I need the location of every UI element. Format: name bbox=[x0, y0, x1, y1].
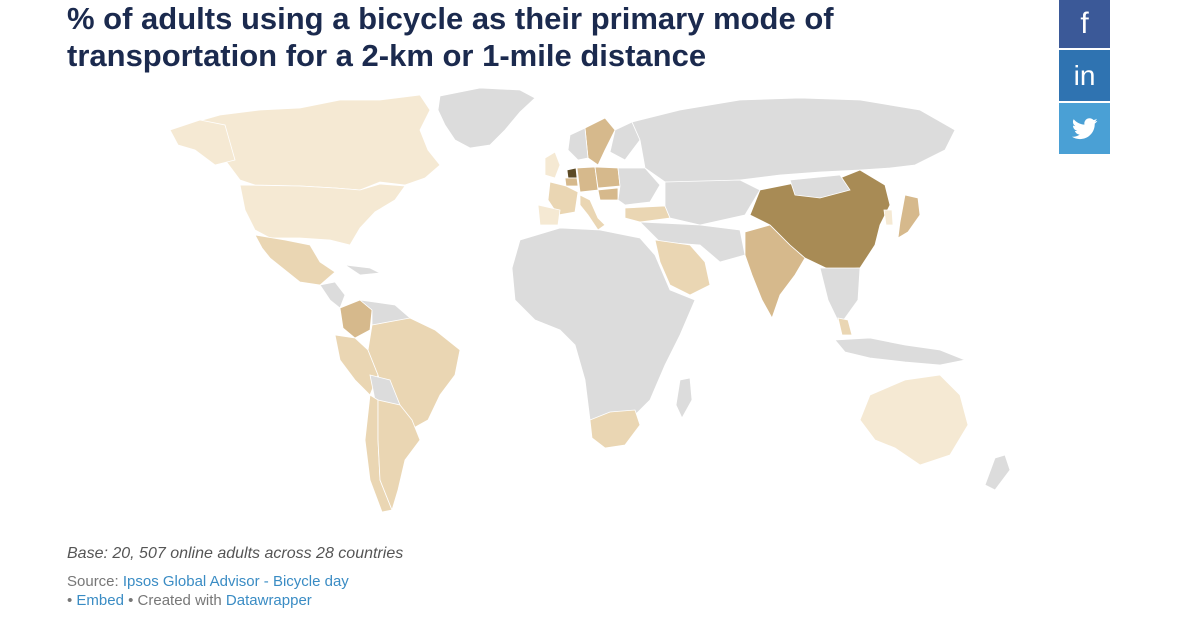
country-usa bbox=[239, 183, 406, 246]
credit-bullet: • bbox=[67, 592, 77, 609]
credit-line: • Embed • Created with Datawrapper bbox=[67, 592, 312, 609]
country-argentina bbox=[377, 399, 421, 512]
world-map bbox=[169, 87, 1011, 513]
linkedin-share-button[interactable]: in bbox=[1059, 50, 1110, 101]
country-mexico bbox=[254, 234, 336, 286]
country-southeast-asia bbox=[819, 267, 861, 326]
country-south-africa bbox=[589, 409, 641, 449]
country-poland bbox=[594, 166, 621, 189]
country-netherlands bbox=[566, 167, 578, 179]
country-indonesia bbox=[834, 337, 967, 366]
country-brazil bbox=[367, 317, 461, 431]
datawrapper-link[interactable]: Datawrapper bbox=[225, 592, 312, 609]
social-share-bar: f in bbox=[1059, 0, 1110, 156]
source-prefix: Source: bbox=[67, 573, 123, 590]
country-germany bbox=[576, 166, 599, 193]
country-turkey bbox=[624, 205, 671, 223]
base-note: Base: 20, 507 online adults across 28 co… bbox=[67, 545, 404, 562]
twitter-icon bbox=[1071, 117, 1098, 139]
country-mongolia bbox=[789, 174, 851, 199]
country-spain bbox=[537, 204, 561, 226]
country-france bbox=[547, 181, 579, 216]
country-russia bbox=[631, 97, 956, 183]
country-africa bbox=[511, 227, 696, 431]
facebook-share-button[interactable]: f bbox=[1059, 0, 1110, 48]
country-central-america bbox=[319, 281, 346, 309]
country-malaysia bbox=[837, 317, 853, 336]
linkedin-icon: in bbox=[1073, 59, 1096, 91]
country-sweden bbox=[584, 117, 616, 166]
source-line: Source: Ipsos Global Advisor - Bicycle d… bbox=[67, 573, 349, 591]
country-italy bbox=[579, 194, 606, 231]
country-china bbox=[749, 169, 891, 271]
facebook-icon: f bbox=[1080, 7, 1089, 40]
country-australia bbox=[859, 374, 969, 466]
country-south-korea bbox=[883, 209, 894, 226]
country-finland bbox=[609, 121, 641, 161]
country-madagascar bbox=[675, 377, 693, 419]
country-eastern-europe bbox=[617, 167, 661, 206]
country-greenland bbox=[437, 87, 536, 149]
embed-link[interactable]: Embed bbox=[76, 592, 124, 609]
country-saudi-arabia bbox=[654, 239, 711, 296]
country-central-asia bbox=[664, 179, 761, 226]
credit-middle: • Created with bbox=[123, 592, 226, 609]
country-belgium bbox=[564, 177, 579, 187]
country-japan bbox=[897, 194, 921, 239]
chart-title: % of adults using a bicycle as their pri… bbox=[67, 1, 834, 73]
country-hungary bbox=[597, 187, 619, 201]
country-alaska bbox=[169, 119, 236, 166]
country-norway bbox=[567, 127, 589, 161]
country-uk bbox=[544, 151, 561, 179]
twitter-share-button[interactable] bbox=[1059, 103, 1110, 154]
source-link[interactable]: Ipsos Global Advisor - Bicycle day bbox=[122, 573, 349, 590]
country-canada bbox=[184, 94, 441, 191]
country-cuba bbox=[344, 264, 382, 276]
country-new-zealand bbox=[984, 454, 1011, 491]
